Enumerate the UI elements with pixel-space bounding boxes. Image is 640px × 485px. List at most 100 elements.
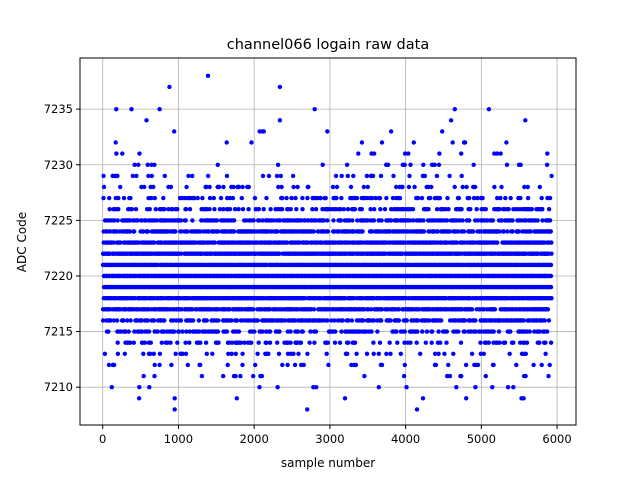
- data-point: [410, 207, 416, 212]
- data-point: [330, 184, 336, 190]
- data-point: [525, 195, 531, 201]
- data-point: [133, 207, 139, 212]
- data-point: [106, 362, 112, 368]
- data-point: [285, 362, 290, 368]
- data-point: [406, 151, 411, 156]
- data-point: [148, 340, 153, 345]
- data-point: [331, 218, 336, 223]
- data-point: [473, 385, 478, 390]
- data-point: [325, 218, 330, 223]
- data-point: [364, 173, 370, 179]
- data-point: [473, 329, 478, 334]
- data-point: [221, 184, 226, 190]
- data-point: [543, 340, 548, 345]
- data-point: [199, 373, 205, 379]
- data-point: [510, 218, 515, 223]
- data-point: [332, 318, 337, 323]
- data-point: [276, 351, 282, 356]
- data-point: [459, 151, 464, 156]
- data-point: [339, 329, 344, 334]
- data-point: [337, 340, 343, 345]
- data-point: [352, 340, 358, 345]
- data-point: [141, 351, 146, 356]
- data-point: [276, 184, 281, 190]
- data-point: [132, 229, 137, 234]
- y-tick-label: 7235: [44, 102, 73, 116]
- data-point: [183, 340, 188, 345]
- data-point: [543, 351, 548, 356]
- data-point: [408, 218, 413, 223]
- data-point: [280, 362, 285, 368]
- data-point: [481, 351, 486, 356]
- data-point: [162, 318, 167, 323]
- data-point: [275, 229, 280, 234]
- data-point: [412, 184, 417, 190]
- data-point: [308, 329, 313, 334]
- data-point: [346, 340, 351, 345]
- data-point: [353, 362, 359, 368]
- data-point: [395, 340, 400, 345]
- data-point: [415, 318, 421, 323]
- data-point: [421, 218, 426, 223]
- data-point: [267, 340, 273, 345]
- data-point: [436, 329, 441, 334]
- data-point: [371, 340, 376, 345]
- y-tick-label: 7220: [44, 269, 73, 283]
- data-point: [495, 240, 500, 245]
- data-point: [473, 184, 478, 190]
- data-point: [187, 340, 192, 345]
- data-point: [211, 195, 216, 201]
- data-point: [143, 218, 149, 223]
- data-point: [398, 351, 403, 356]
- data-point: [289, 195, 294, 201]
- data-point: [185, 362, 190, 368]
- data-point: [175, 207, 180, 212]
- data-point: [415, 329, 420, 334]
- data-point: [352, 207, 358, 212]
- data-point: [162, 173, 167, 179]
- data-point: [305, 195, 310, 201]
- data-point: [423, 340, 428, 345]
- data-point: [312, 340, 317, 345]
- data-point: [473, 318, 478, 323]
- data-point: [257, 385, 262, 390]
- data-point: [338, 207, 343, 212]
- data-point: [234, 318, 240, 323]
- data-point: [388, 218, 394, 223]
- data-point: [229, 351, 234, 356]
- data-point: [232, 207, 238, 212]
- data-point: [215, 162, 220, 167]
- data-point: [371, 351, 376, 356]
- data-point: [180, 329, 185, 334]
- data-point: [115, 218, 120, 223]
- data-point: [218, 195, 224, 201]
- data-point: [137, 385, 142, 390]
- data-point: [334, 184, 340, 190]
- data-point: [402, 151, 408, 156]
- data-point: [139, 318, 144, 323]
- data-point: [369, 329, 374, 334]
- data-point: [447, 173, 452, 179]
- data-point: [378, 173, 384, 179]
- data-point: [421, 229, 427, 234]
- data-point: [402, 162, 407, 167]
- data-point: [151, 184, 156, 190]
- data-point: [294, 207, 299, 212]
- data-point: [214, 218, 220, 223]
- data-point: [230, 195, 236, 201]
- data-point: [146, 329, 152, 334]
- data-point: [379, 318, 384, 323]
- data-point: [471, 162, 476, 167]
- data-point: [459, 173, 464, 179]
- data-point: [266, 173, 272, 179]
- data-point: [437, 195, 443, 201]
- data-point: [422, 173, 428, 179]
- data-point: [505, 229, 510, 234]
- data-point: [463, 362, 469, 368]
- data-point: [251, 373, 256, 379]
- data-point: [548, 229, 553, 234]
- data-point: [446, 207, 451, 212]
- data-points: [100, 73, 554, 412]
- data-point: [372, 207, 377, 212]
- data-point: [168, 184, 174, 190]
